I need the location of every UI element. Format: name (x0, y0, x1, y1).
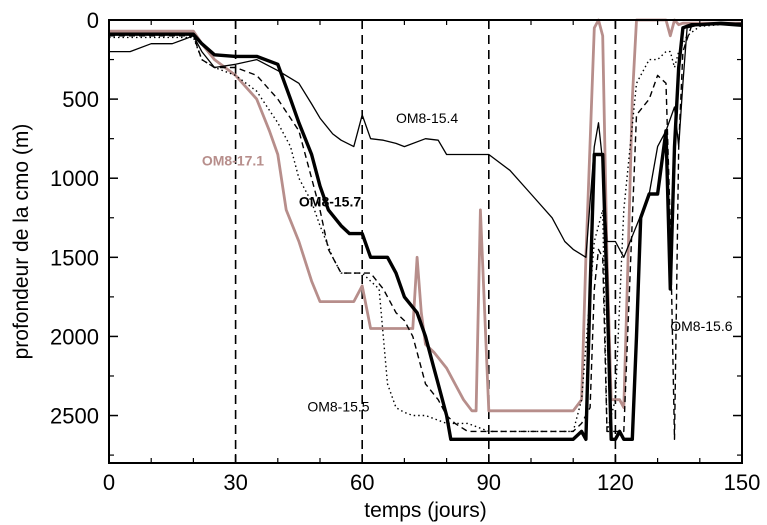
y-tick-label: 1500 (50, 245, 99, 270)
series-label-om8-15.6: OM8-15.6 (670, 318, 732, 334)
x-axis-title: temps (jours) (364, 499, 487, 522)
y-tick-label: 1000 (50, 166, 99, 191)
y-axis-title: profondeur de la cmo (m) (10, 124, 33, 360)
series-layer (109, 18, 743, 441)
series-line-om8-15.4 (109, 24, 743, 258)
y-tick-label: 2000 (50, 324, 99, 349)
series-label-om8-17.1: OM8-17.1 (202, 153, 264, 169)
y-tick-label: 0 (87, 8, 99, 33)
plot-frame (108, 19, 743, 464)
series-labels: OM8-17.1 OM8-15.7 OM8-15.4 OM8-15.5 OM8-15.6 (202, 110, 733, 415)
series-label-om8-15.4: OM8-15.4 (396, 110, 458, 126)
x-tick-label: 30 (223, 470, 247, 495)
x-tick-label: 90 (477, 470, 501, 495)
series-label-om8-15.7: OM8-15.7 (299, 194, 361, 210)
x-tick-label: 0 (103, 470, 115, 495)
series-line-om8-15.7 (109, 21, 743, 441)
series-line-om8-15.6 (109, 22, 742, 440)
x-tick-label: 150 (724, 470, 761, 495)
series-label-om8-15.5: OM8-15.5 (307, 399, 369, 415)
series-line-om8-17.1 (109, 18, 742, 413)
y-tick-label: 2500 (50, 404, 99, 429)
series-line-om8-15.5 (109, 24, 742, 433)
x-tick-label: 60 (350, 470, 374, 495)
y-tick-label: 500 (62, 87, 99, 112)
reference-lines (234, 20, 617, 463)
x-tick-label: 120 (597, 470, 634, 495)
